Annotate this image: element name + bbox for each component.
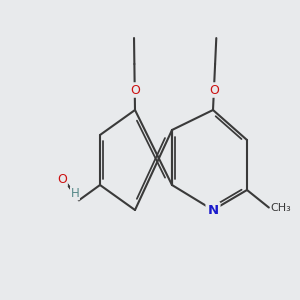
Text: H: H (70, 187, 79, 200)
Text: CH₃: CH₃ (271, 202, 292, 212)
Text: N: N (207, 203, 219, 217)
Text: O: O (57, 173, 67, 186)
Text: O: O (130, 83, 140, 97)
Text: O: O (209, 83, 219, 97)
